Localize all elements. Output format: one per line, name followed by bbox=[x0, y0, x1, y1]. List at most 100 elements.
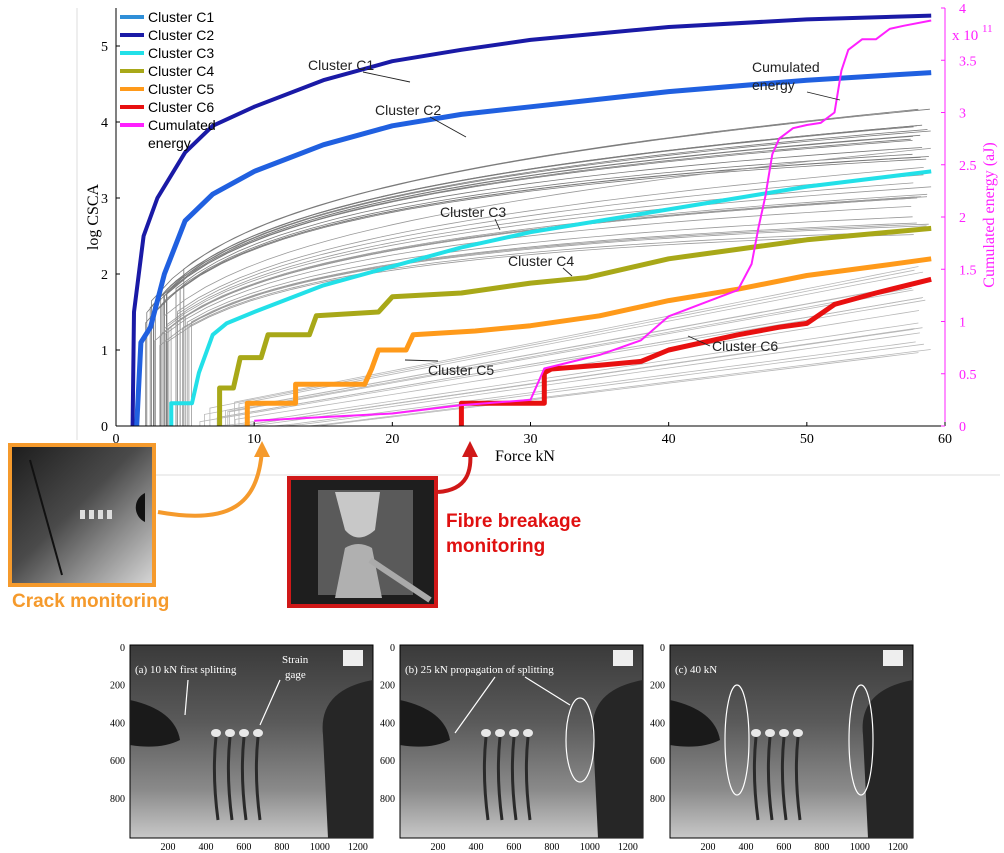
gray-cluster-line bbox=[209, 269, 915, 426]
gray-cluster-line bbox=[177, 167, 924, 426]
panel-x-tick: 1200 bbox=[618, 842, 638, 853]
panel-x-tick: 200 bbox=[160, 842, 175, 853]
gray-cluster-line bbox=[166, 140, 913, 426]
gage-wire bbox=[794, 736, 802, 821]
gray-cluster-line bbox=[225, 280, 931, 426]
gray-cluster-line bbox=[217, 297, 924, 426]
gray-cluster-line bbox=[154, 124, 923, 426]
y-tick-label: 1 bbox=[101, 344, 108, 359]
gray-cluster-line bbox=[199, 299, 926, 426]
x-tick-label: 20 bbox=[385, 432, 399, 447]
strain-gage bbox=[523, 729, 533, 737]
series-line-2 bbox=[134, 70, 932, 427]
strain-gage bbox=[793, 729, 803, 737]
panel-y-tick: 400 bbox=[110, 718, 125, 729]
legend-label: Cluster C6 bbox=[148, 99, 214, 115]
strain-gage bbox=[765, 729, 775, 737]
panel-annotation: gage bbox=[285, 669, 306, 681]
y-tick-label: 5 bbox=[101, 40, 108, 55]
panel-y-tick: 400 bbox=[380, 718, 395, 729]
y2-tick-label: 3 bbox=[959, 107, 966, 122]
panel-annotation: Strain bbox=[282, 654, 309, 666]
panel-x-tick: 600 bbox=[506, 842, 521, 853]
gray-cluster-line bbox=[240, 343, 924, 427]
crack-monitoring-photo bbox=[8, 443, 156, 587]
axes-layer: 0 10 20 30 40 50 6001234500.511.522.533.54Forc… bbox=[85, 2, 998, 465]
series-layer bbox=[130, 13, 932, 427]
gage-wire bbox=[226, 736, 234, 821]
panel-y-tick: 200 bbox=[110, 681, 125, 692]
gray-cluster-line bbox=[191, 222, 917, 426]
gage-wire bbox=[510, 736, 518, 821]
legend-label-cont: energy bbox=[148, 135, 191, 151]
panel-x-tick: 800 bbox=[274, 842, 289, 853]
gray-cluster-line bbox=[166, 182, 914, 426]
panel-y-tick: 800 bbox=[110, 794, 125, 805]
panel-y-tick: 0 bbox=[660, 643, 665, 654]
panel-x-tick: 200 bbox=[430, 842, 445, 853]
x-tick-label: 0 bbox=[113, 432, 120, 447]
series-line-3 bbox=[169, 169, 932, 426]
x-tick-label: 50 bbox=[800, 432, 814, 447]
panel-x-tick: 1200 bbox=[348, 842, 368, 853]
y-tick-label: 4 bbox=[101, 116, 108, 131]
gray-cluster-line bbox=[238, 327, 923, 427]
annotation-label: Cumulated bbox=[752, 59, 820, 75]
gage-wire bbox=[524, 736, 532, 821]
gray-cluster-line bbox=[145, 153, 913, 426]
panel-y-tick: 200 bbox=[380, 681, 395, 692]
gray-cluster-line bbox=[164, 206, 912, 426]
y2-exponent-power: 11 bbox=[982, 23, 993, 35]
gray-cluster-line bbox=[215, 332, 920, 427]
panel-x-tick: 800 bbox=[544, 842, 559, 853]
annotation-leader bbox=[806, 91, 841, 101]
x-tick-label: 40 bbox=[662, 432, 676, 447]
annotation-leader bbox=[562, 267, 573, 277]
x-tick-label: 30 bbox=[524, 432, 538, 447]
gray-cluster-line bbox=[182, 223, 929, 426]
panel-y-tick: 200 bbox=[650, 681, 665, 692]
annotation-label: Cluster C2 bbox=[375, 102, 441, 118]
panel-y-tick: 0 bbox=[390, 643, 395, 654]
panel-arrow bbox=[524, 676, 571, 706]
gray-cluster-line bbox=[163, 186, 932, 426]
gray-cluster-line bbox=[205, 349, 931, 427]
strain-gage bbox=[481, 729, 491, 737]
y-axis-label: log CSCA bbox=[85, 183, 102, 250]
panel-y-tick: 800 bbox=[380, 794, 395, 805]
annotation-label: Cluster C5 bbox=[428, 362, 494, 378]
crack-photo-edge bbox=[29, 459, 63, 576]
split-ellipse bbox=[565, 697, 595, 783]
fibre-breakage-photo bbox=[287, 476, 438, 608]
panel-y-tick: 800 bbox=[650, 794, 665, 805]
gray-cluster-line bbox=[159, 193, 928, 426]
panel-x-tick: 200 bbox=[700, 842, 715, 853]
dic-panel-3: (c) 40 kN 0 200 400 600 800 200 400 600 800 1000 12… bbox=[650, 643, 914, 853]
gray-cluster-line bbox=[151, 108, 919, 426]
panel-grip-right bbox=[322, 680, 373, 838]
gray-cluster-line bbox=[183, 108, 930, 426]
legend-label: Cluster C1 bbox=[148, 9, 214, 25]
panel-y-tick: 400 bbox=[650, 718, 665, 729]
gage-wire bbox=[240, 736, 248, 821]
panel-arrow bbox=[184, 679, 189, 716]
gray-cluster-line bbox=[153, 134, 921, 426]
gray-cluster-line bbox=[229, 289, 914, 426]
gage-wire bbox=[496, 736, 504, 821]
panel-label: (a) 10 kN first splitting bbox=[135, 664, 237, 676]
gage-wire bbox=[752, 736, 760, 821]
gray-cluster-line bbox=[160, 129, 928, 426]
panel-arrow bbox=[259, 679, 281, 726]
series-line-7 bbox=[254, 19, 932, 422]
panel-y-tick: 0 bbox=[120, 643, 125, 654]
series-line-6 bbox=[458, 276, 932, 426]
y2-tick-label: 0 bbox=[959, 420, 966, 435]
x-tick-label: 10 bbox=[247, 432, 261, 447]
annotation-label: Cluster C6 bbox=[712, 338, 778, 354]
gray-cluster-line bbox=[168, 196, 915, 426]
gray-cluster-line bbox=[175, 147, 923, 426]
annotation-leader bbox=[404, 359, 439, 362]
legend: Cluster C1 Cluster C2 Cluster C3 Cluster C4… bbox=[120, 9, 216, 151]
y2-tick-label: 3.5 bbox=[959, 54, 977, 69]
